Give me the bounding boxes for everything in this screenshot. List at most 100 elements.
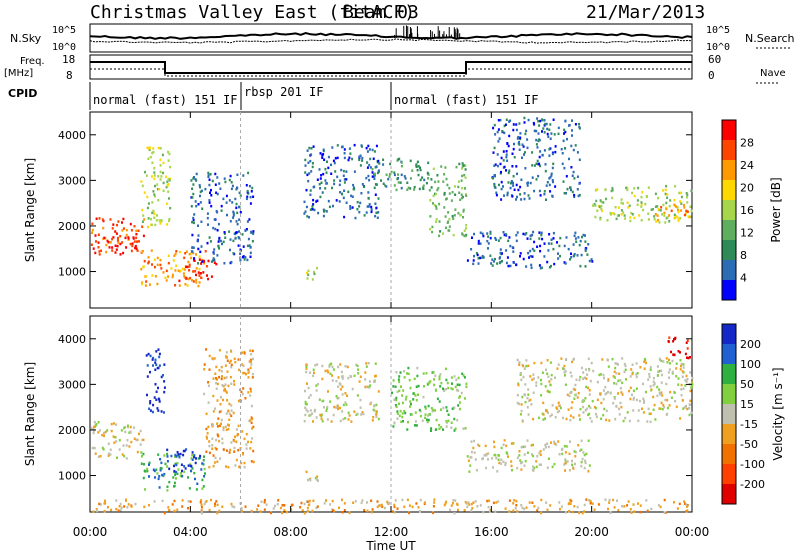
heatmap-cell <box>142 476 145 480</box>
heatmap-cell <box>341 377 344 380</box>
colorbar-tick-label: -15 <box>740 418 758 431</box>
heatmap-cell <box>176 472 179 476</box>
heatmap-cell <box>153 216 156 219</box>
heatmap-cell <box>398 157 401 161</box>
heatmap-cell <box>373 186 376 190</box>
heatmap-cell <box>163 363 166 366</box>
colorbar-step <box>722 240 736 261</box>
heatmap-cell <box>543 190 546 193</box>
heatmap-cell <box>417 173 420 177</box>
heatmap-cell <box>189 252 192 256</box>
heatmap-cell <box>600 200 603 204</box>
heatmap-cell <box>225 465 227 468</box>
heatmap-cell <box>179 269 182 273</box>
heatmap-cell <box>623 370 626 374</box>
heatmap-cell <box>643 401 645 404</box>
heatmap-cell <box>223 232 226 235</box>
heatmap-cell <box>497 500 500 503</box>
heatmap-cell <box>546 127 549 131</box>
heatmap-cell <box>195 488 198 491</box>
heatmap-cell <box>586 253 589 256</box>
heatmap-cell <box>158 364 161 367</box>
heatmap-cell <box>440 165 443 168</box>
heatmap-cell <box>542 418 545 421</box>
heatmap-cell <box>208 199 211 202</box>
heatmap-cell <box>211 437 214 440</box>
heatmap-cell <box>573 505 576 508</box>
heatmap-cell <box>663 511 666 514</box>
heatmap-cell <box>450 421 453 424</box>
heatmap-cell <box>165 269 168 273</box>
heatmap-cell <box>621 393 624 396</box>
heatmap-cell <box>543 124 546 127</box>
heatmap-cell <box>511 180 514 184</box>
heatmap-cell <box>613 376 616 379</box>
heatmap-cell <box>353 143 356 147</box>
heatmap-cell <box>252 449 255 453</box>
heatmap-cell <box>615 217 618 221</box>
heatmap-cell <box>168 480 171 484</box>
heatmap-cell <box>660 381 663 384</box>
heatmap-cell <box>563 128 566 132</box>
heatmap-cell <box>440 426 443 429</box>
heatmap-cell <box>343 156 346 160</box>
heatmap-cell <box>529 237 532 241</box>
heatmap-cell <box>223 262 226 265</box>
heatmap-cell <box>399 409 402 413</box>
heatmap-cell <box>192 251 195 255</box>
heatmap-cell <box>598 373 601 377</box>
heatmap-cell <box>393 171 396 174</box>
heatmap-cell <box>564 147 567 150</box>
cpid-panel: CPID normal (fast) 151 IF rbsp 201 IF no… <box>8 82 539 110</box>
heatmap-cell <box>230 365 233 369</box>
heatmap-cell <box>461 372 464 375</box>
heatmap-cell <box>622 202 624 205</box>
heatmap-cell <box>550 441 552 444</box>
heatmap-cell <box>151 274 154 277</box>
heatmap-cell <box>208 444 211 448</box>
heatmap-cell <box>221 242 223 246</box>
heatmap-cell <box>589 379 592 383</box>
heatmap-cell <box>506 191 509 195</box>
heatmap-cell <box>324 369 327 373</box>
heatmap-cell <box>339 406 341 410</box>
heatmap-cell <box>141 282 143 286</box>
heatmap-cell <box>185 448 188 451</box>
heatmap-cell <box>183 465 186 468</box>
heatmap-cell <box>318 398 321 401</box>
heatmap-cell <box>456 503 459 506</box>
heatmap-cell <box>512 509 515 512</box>
heatmap-cell <box>653 382 656 385</box>
heatmap-cell <box>444 215 447 218</box>
heatmap-cell <box>650 388 653 391</box>
heatmap-cell <box>510 442 513 445</box>
colorbar-step <box>722 324 736 345</box>
heatmap-cell <box>560 505 563 508</box>
heatmap-cell <box>529 181 532 185</box>
heatmap-cell <box>419 498 422 502</box>
heatmap-cell <box>539 244 542 248</box>
heatmap-cell <box>227 466 230 469</box>
heatmap-cell <box>585 385 588 389</box>
heatmap-cell <box>574 450 577 454</box>
heatmap-cell <box>533 129 536 133</box>
heatmap-cell <box>531 176 534 179</box>
heatmap-cell <box>374 374 377 378</box>
heatmap-cell <box>509 244 512 248</box>
heatmap-cell <box>549 176 552 179</box>
heatmap-cell <box>519 132 522 135</box>
heatmap-cell <box>193 455 196 459</box>
heatmap-cell <box>603 407 606 411</box>
heatmap-cell <box>159 164 162 167</box>
heatmap-cell <box>518 402 521 406</box>
heatmap-cell <box>230 187 233 191</box>
heatmap-cell <box>221 375 223 378</box>
heatmap-cell <box>229 448 232 452</box>
heatmap-cell <box>218 236 221 240</box>
heatmap-cell <box>145 174 148 177</box>
heatmap-cell <box>630 511 633 514</box>
heatmap-cell <box>615 404 618 408</box>
heatmap-cell <box>321 156 324 159</box>
heatmap-cell <box>654 192 657 196</box>
heatmap-cell <box>152 150 155 154</box>
